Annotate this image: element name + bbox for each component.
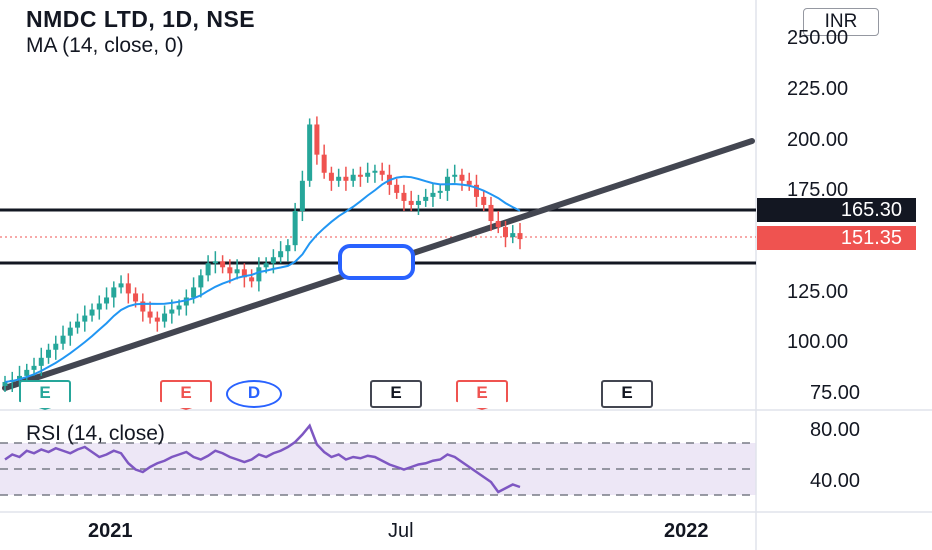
time-tick-2022: 2022 bbox=[664, 520, 709, 542]
candle-body bbox=[466, 180, 472, 185]
candle-body bbox=[401, 192, 407, 201]
candle-body bbox=[321, 154, 327, 173]
candle-body bbox=[473, 184, 479, 197]
candle-body bbox=[31, 365, 37, 370]
candle-body bbox=[17, 375, 23, 380]
ma-indicator-label[interactable]: MA (14, close, 0) bbox=[26, 34, 184, 57]
candle-body bbox=[227, 267, 233, 274]
candle-body bbox=[75, 321, 81, 328]
candle-body bbox=[430, 192, 436, 197]
candle-body bbox=[162, 313, 168, 322]
candle-body bbox=[183, 297, 189, 306]
candle-body bbox=[53, 343, 59, 350]
candle-body bbox=[459, 174, 465, 181]
candle-body bbox=[111, 287, 117, 298]
candle-body bbox=[437, 190, 443, 193]
candle-body bbox=[278, 251, 284, 258]
candle-body bbox=[198, 275, 204, 288]
candle-body bbox=[82, 315, 88, 322]
rsi-tick: 40.00 bbox=[810, 470, 861, 492]
candle-body bbox=[234, 269, 240, 274]
ma-line bbox=[4, 175, 521, 383]
time-tick-jul: Jul bbox=[388, 520, 414, 542]
candle-body bbox=[147, 311, 153, 318]
highlight-box[interactable] bbox=[338, 244, 415, 280]
candle-body bbox=[220, 261, 226, 268]
candle-body bbox=[2, 381, 8, 386]
rsi-tick: 80.00 bbox=[810, 419, 861, 441]
candle-body bbox=[379, 170, 385, 175]
candle-body bbox=[270, 257, 276, 264]
price-tick: 125.00 bbox=[787, 281, 849, 303]
candle-body bbox=[343, 176, 349, 181]
candle-body bbox=[372, 170, 378, 173]
candle-body bbox=[495, 221, 501, 228]
time-tick-2021: 2021 bbox=[88, 520, 133, 542]
candle-body bbox=[394, 184, 400, 193]
candle-body bbox=[517, 233, 523, 240]
candle-body bbox=[488, 204, 494, 222]
symbol-title[interactable]: NMDC LTD, 1D, NSE bbox=[26, 6, 256, 32]
candle-body bbox=[263, 263, 269, 268]
level-price-badge: 165.30 bbox=[757, 198, 916, 222]
candle-body bbox=[169, 309, 175, 314]
candles-group bbox=[2, 116, 523, 392]
candle-body bbox=[328, 172, 334, 181]
candle-body bbox=[125, 283, 131, 294]
candle-body bbox=[336, 176, 342, 181]
candle-body bbox=[314, 124, 320, 155]
candle-body bbox=[481, 196, 487, 205]
candle-body bbox=[133, 293, 139, 302]
price-tick: 175.00 bbox=[787, 179, 849, 201]
candle-body bbox=[452, 174, 458, 177]
price-tick: 75.00 bbox=[810, 382, 861, 404]
last-price-badge: 151.35 bbox=[757, 226, 916, 250]
price-tick: 225.00 bbox=[787, 78, 849, 100]
price-tick: 100.00 bbox=[787, 331, 849, 353]
dividend-marker[interactable]: D bbox=[226, 380, 282, 408]
candle-body bbox=[60, 335, 66, 344]
candle-body bbox=[24, 369, 30, 376]
candle-body bbox=[365, 172, 371, 177]
candle-body bbox=[502, 227, 508, 238]
candle-body bbox=[249, 277, 255, 282]
candle-body bbox=[96, 303, 102, 310]
candle-body bbox=[212, 261, 218, 264]
candle-body bbox=[191, 287, 197, 298]
candle-body bbox=[285, 245, 291, 252]
candle-body bbox=[423, 196, 429, 201]
earnings-marker[interactable]: E bbox=[370, 380, 422, 408]
price-tick: 250.00 bbox=[787, 27, 849, 49]
candle-body bbox=[256, 267, 262, 282]
candle-body bbox=[357, 174, 363, 177]
earnings-marker[interactable]: E bbox=[601, 380, 653, 408]
candle-body bbox=[104, 297, 110, 304]
candle-body bbox=[350, 174, 356, 181]
candle-body bbox=[38, 357, 44, 366]
candle-body bbox=[205, 263, 211, 276]
candle-body bbox=[510, 233, 516, 238]
candle-body bbox=[307, 124, 313, 181]
candle-body bbox=[89, 309, 95, 316]
price-tick: 200.00 bbox=[787, 129, 849, 151]
candle-body bbox=[415, 200, 421, 205]
candle-body bbox=[140, 301, 146, 312]
rsi-indicator-label[interactable]: RSI (14, close) bbox=[26, 422, 165, 445]
candle-body bbox=[176, 305, 182, 310]
rsi-line bbox=[4, 423, 521, 494]
candle-body bbox=[154, 317, 160, 322]
currency-button[interactable]: INR bbox=[803, 8, 879, 36]
candle-body bbox=[408, 200, 414, 205]
candle-body bbox=[299, 180, 305, 211]
candle-body bbox=[118, 283, 124, 288]
candle-body bbox=[292, 210, 298, 246]
candle-body bbox=[241, 269, 247, 278]
candle-body bbox=[46, 349, 52, 358]
candle-body bbox=[67, 327, 73, 336]
